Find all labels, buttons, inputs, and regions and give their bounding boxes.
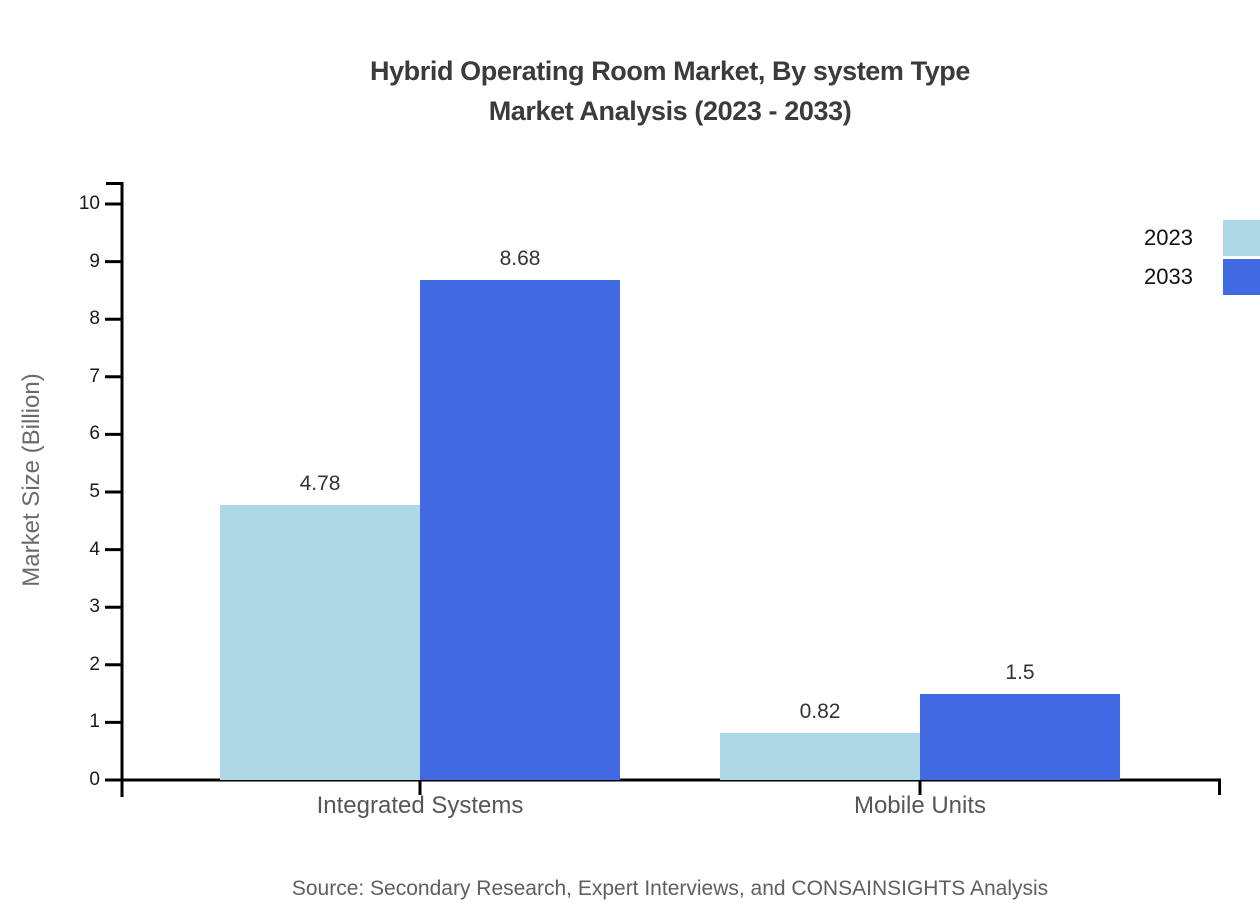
y-tick-label-1: 1 [89,711,100,733]
bar-2033-integrated-systems [420,280,620,780]
value-label-2033-integrated-systems: 8.68 [499,247,541,270]
y-tick-label-2: 2 [89,653,100,675]
y-tick-label-0: 0 [89,769,100,790]
y-tick-label-3: 3 [89,596,100,618]
category-label-mobile-units: Mobile Units [853,792,987,819]
legend-item-2023: 2023 [1144,220,1260,256]
chart-title-line-2: Market Analysis (2023 - 2033) [488,96,852,126]
source-text: Source: Secondary Research, Expert Inter… [291,877,1049,900]
value-label-2033-mobile-units: 1.5 [1005,661,1035,684]
legend: 2023 2033 [1144,220,1260,295]
y-tick-label-9: 9 [89,250,100,272]
category-label-integrated-systems: Integrated Systems [316,792,524,819]
y-tick-label-6: 6 [89,423,100,445]
y-tick-label-5: 5 [89,481,100,502]
bar-2033-mobile-units [920,694,1120,780]
y-tick-label-8: 8 [89,308,100,330]
value-label-2023-mobile-units: 0.82 [799,700,841,723]
y-tick-label-10: 10 [78,193,100,214]
legend-label-2033: 2033 [1144,264,1193,289]
legend-label-2023: 2023 [1144,225,1193,250]
y-tick-label-4: 4 [89,538,100,560]
legend-swatch-2033 [1223,259,1260,295]
bar-2023-integrated-systems [220,505,420,780]
chart-title-line-1: Hybrid Operating Room Market, By system … [369,56,971,86]
legend-item-2033: 2033 [1144,259,1260,295]
chart-title: Hybrid Operating Room Market, By system … [80,51,1260,131]
legend-swatch-2023 [1223,220,1260,256]
y-tick-label-7: 7 [89,365,100,387]
bar-2023-mobile-units [720,733,920,780]
value-label-2023-integrated-systems: 4.78 [299,472,341,495]
